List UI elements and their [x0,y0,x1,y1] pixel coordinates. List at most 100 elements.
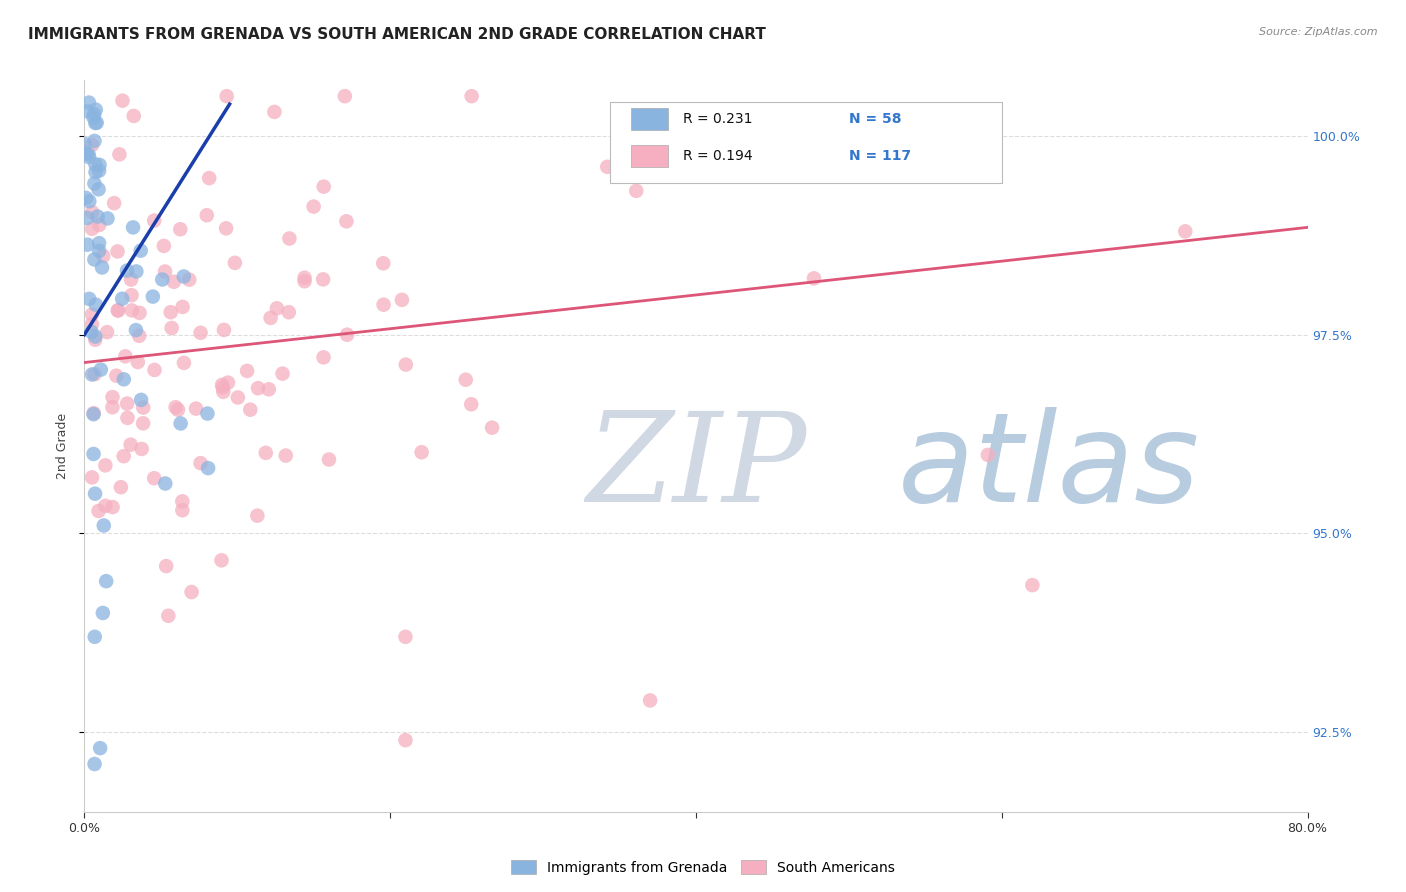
Point [173,356,195,370]
Point [112,449,135,463]
Point [83,134,105,148]
Point [121,303,143,318]
Point [165,401,187,415]
Point [89,741,111,756]
Point [83,367,105,381]
Point [80,368,103,382]
Point [190,456,212,470]
Point [114,349,136,363]
Point [143,471,166,485]
Point [79,194,101,209]
Text: R = 0.231: R = 0.231 [682,112,752,126]
Point [373,298,395,312]
Point [94,458,117,473]
Point [638,693,661,707]
Point [180,585,202,599]
Point [179,273,201,287]
Point [83,406,105,420]
Point [107,244,129,259]
Point [239,402,262,417]
Point [460,89,482,103]
Legend: Immigrants from Grenada, South Americans: Immigrants from Grenada, South Americans [505,855,901,880]
Point [101,401,124,415]
Point [76,211,98,225]
Point [190,326,212,340]
Point [87,244,110,258]
Point [77,292,100,306]
Point [87,163,110,178]
Point [277,305,299,319]
Point [83,177,105,191]
Point [83,630,105,644]
Point [623,155,645,169]
Point [76,237,98,252]
Point [84,329,107,343]
Text: N = 58: N = 58 [849,112,901,126]
Point [83,107,105,121]
Point [454,373,477,387]
Point [271,367,294,381]
Point [294,270,316,285]
Point [122,220,145,235]
Point [1174,224,1197,238]
Text: R = 0.194: R = 0.194 [682,149,752,162]
Point [77,150,100,164]
Point [80,308,103,322]
Point [212,384,235,399]
Point [373,256,395,270]
Point [172,300,194,314]
Point [197,407,219,421]
Point [129,244,152,258]
Point [143,363,166,377]
Point [87,182,110,196]
Point [80,138,103,153]
Point [157,608,180,623]
Point [128,306,150,320]
Point [153,239,176,253]
Point [198,171,221,186]
Point [212,323,235,337]
Point [160,321,183,335]
Point [94,499,117,513]
Point [460,397,482,411]
Point [80,470,103,484]
Point [977,448,1000,462]
FancyBboxPatch shape [610,103,1002,183]
Point [80,325,103,339]
Point [122,109,145,123]
Point [211,553,233,567]
Point [115,396,138,410]
Point [336,327,359,342]
Point [294,274,316,288]
Point [84,333,107,347]
Point [120,437,142,451]
Text: N = 117: N = 117 [849,149,911,162]
Point [254,446,277,460]
Point [184,401,207,416]
Point [215,221,238,235]
Point [87,236,110,251]
FancyBboxPatch shape [631,108,668,130]
Point [115,263,138,277]
Point [101,390,124,404]
Point [333,89,356,103]
Point [302,200,325,214]
Point [169,222,191,236]
Point [101,500,124,514]
Point [86,210,108,224]
Point [89,158,111,172]
Point [91,606,114,620]
Point [394,630,416,644]
Point [75,191,97,205]
Point [112,372,135,386]
Point [91,249,114,263]
Point [96,211,118,226]
Point [312,179,335,194]
Text: Source: ZipAtlas.com: Source: ZipAtlas.com [1260,27,1378,37]
Point [150,272,173,286]
Point [226,391,249,405]
Y-axis label: 2nd Grade: 2nd Grade [56,413,69,479]
Point [195,208,218,222]
Point [247,381,270,395]
Point [96,325,118,339]
